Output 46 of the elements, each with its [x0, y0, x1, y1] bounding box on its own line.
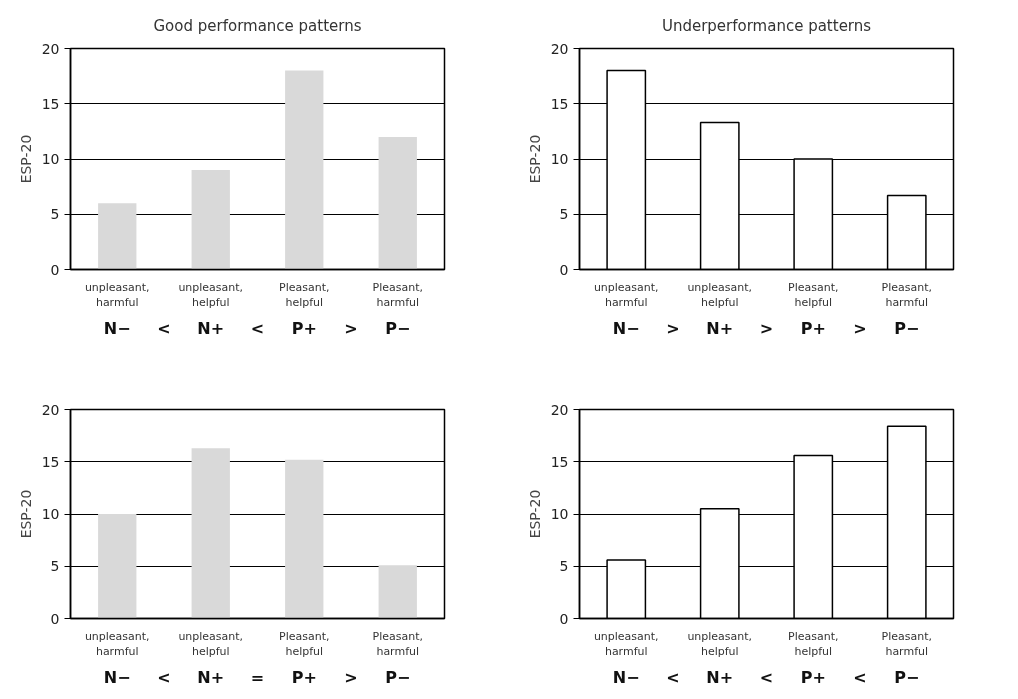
y-axis-title: ESP-20 [526, 134, 543, 184]
y-tick-label: 20 [550, 40, 569, 57]
y-tick-label: 5 [50, 558, 60, 575]
y-tick-label: 15 [550, 453, 569, 470]
y-tick-label: 10 [41, 151, 60, 167]
y-tick-label: 0 [559, 610, 569, 627]
y-tick-label: 0 [50, 261, 60, 278]
x-tick-label: unpleasant, harmful [593, 629, 659, 659]
y-axis-title: ESP-20 [17, 134, 34, 184]
x-tick-label: unpleasant, harmful [84, 280, 150, 310]
text: N− < N+ = P+ > P− [103, 667, 411, 687]
x-tick-label: Pleasant, helpful [788, 629, 839, 659]
y-tick-label: 10 [550, 151, 569, 167]
x-tick-label: unpleasant, helpful [687, 280, 753, 310]
y-axis-title: ESP-20 [526, 489, 543, 539]
y-tick-label: 15 [41, 453, 60, 470]
x-tick-label: unpleasant, helpful [178, 280, 244, 310]
y-tick-label: 0 [50, 610, 60, 627]
y-tick-label: 5 [50, 206, 60, 223]
y-tick-label: 15 [41, 95, 60, 112]
x-tick-label: Pleasant, harmful [372, 629, 423, 659]
chart-title: Good performance patterns [153, 16, 362, 35]
y-tick-label: 10 [550, 506, 569, 522]
y-tick-label: 20 [550, 401, 569, 418]
y-tick-label: 20 [41, 40, 60, 57]
x-tick-label: unpleasant, harmful [84, 629, 150, 659]
y-tick-label: 20 [41, 401, 60, 418]
chart-title: Underperformance patterns [661, 16, 872, 35]
y-tick-label: 0 [559, 261, 569, 278]
text: N− > N+ > P+ > P− [612, 318, 920, 338]
y-tick-label: 15 [550, 95, 569, 112]
y-tick-label: 5 [559, 558, 569, 575]
x-tick-label: unpleasant, helpful [178, 629, 244, 659]
x-tick-label: unpleasant, harmful [593, 280, 659, 310]
x-tick-label: Pleasant, harmful [372, 280, 423, 310]
x-tick-label: Pleasant, helpful [788, 280, 839, 310]
x-tick-label: Pleasant, helpful [279, 629, 330, 659]
y-axis-title: ESP-20 [17, 489, 34, 539]
text: N− < N+ < P+ < P− [612, 667, 920, 687]
x-tick-label: Pleasant, helpful [279, 280, 330, 310]
x-tick-label: unpleasant, helpful [687, 629, 753, 659]
x-tick-label: Pleasant, harmful [881, 280, 932, 310]
y-tick-label: 10 [41, 506, 60, 522]
x-tick-label: Pleasant, harmful [881, 629, 932, 659]
y-tick-label: 5 [559, 206, 569, 223]
text: N− < N+ < P+ > P− [103, 318, 411, 338]
